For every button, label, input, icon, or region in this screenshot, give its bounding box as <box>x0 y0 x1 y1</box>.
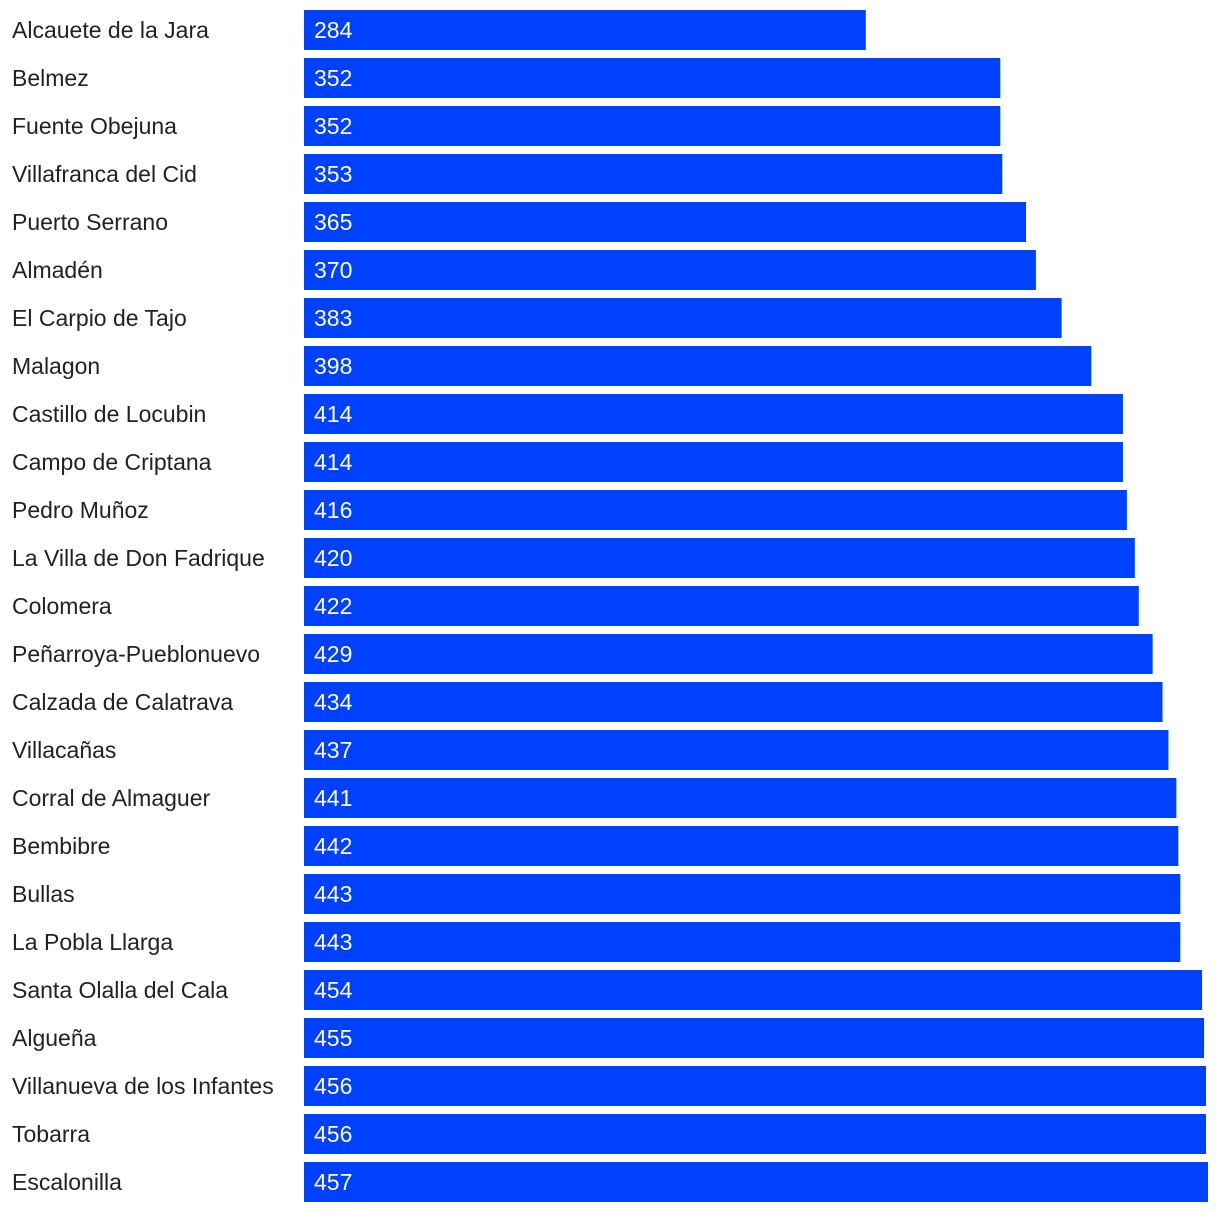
bar-value-label: 455 <box>314 1025 352 1051</box>
category-label: Pedro Muñoz <box>12 497 149 523</box>
bar-value-label: 443 <box>314 929 352 955</box>
category-label: Escalonilla <box>12 1169 122 1195</box>
bar <box>304 202 1027 242</box>
bar-value-label: 352 <box>314 113 352 139</box>
bar-value-label: 414 <box>314 449 353 475</box>
bar <box>304 1018 1205 1058</box>
bar <box>304 394 1123 434</box>
bar-value-label: 398 <box>314 353 352 379</box>
bar <box>304 58 1001 98</box>
category-label: Villacañas <box>12 737 116 763</box>
bar <box>304 154 1003 194</box>
category-label: Alcauete de la Jara <box>12 17 209 43</box>
category-label: Corral de Almaguer <box>12 785 210 811</box>
category-label: Belmez <box>12 65 89 91</box>
bar-value-label: 454 <box>314 977 353 1003</box>
category-label: La Pobla Llarga <box>12 929 173 955</box>
bar <box>304 1162 1208 1202</box>
bar <box>304 682 1163 722</box>
bar-value-label: 383 <box>314 305 352 331</box>
category-label: Bembibre <box>12 833 110 859</box>
bar-value-label: 456 <box>314 1121 352 1147</box>
bar <box>304 778 1177 818</box>
bar <box>304 1114 1207 1154</box>
category-label: Calzada de Calatrava <box>12 689 233 715</box>
bar <box>304 586 1139 626</box>
bar <box>304 1066 1207 1106</box>
bar-value-label: 429 <box>314 641 352 667</box>
bar-value-label: 442 <box>314 833 352 859</box>
category-label: Fuente Obejuna <box>12 113 177 139</box>
bar-value-label: 422 <box>314 593 352 619</box>
bar-value-label: 441 <box>314 785 352 811</box>
category-label: Puerto Serrano <box>12 209 168 235</box>
bar <box>304 730 1169 770</box>
bar <box>304 10 866 50</box>
bar-value-label: 434 <box>314 689 353 715</box>
bar-value-label: 443 <box>314 881 352 907</box>
category-label: El Carpio de Tajo <box>12 305 187 331</box>
bar-value-label: 437 <box>314 737 352 763</box>
chart-rows: Alcauete de la Jara 284 Belmez 352 Fuente Ob… <box>12 10 1208 1202</box>
category-label: Almadén <box>12 257 103 283</box>
category-label: Campo de Criptana <box>12 449 212 475</box>
bar <box>304 874 1181 914</box>
category-label: Villanueva de los Infantes <box>12 1073 274 1099</box>
bar <box>304 346 1092 386</box>
bar-value-label: 365 <box>314 209 352 235</box>
bar-value-label: 370 <box>314 257 352 283</box>
bar <box>304 922 1181 962</box>
category-label: Bullas <box>12 881 75 907</box>
category-label: Colomera <box>12 593 112 619</box>
bar-value-label: 352 <box>314 65 352 91</box>
category-label: Castillo de Locubin <box>12 401 206 427</box>
bar <box>304 490 1127 530</box>
bar <box>304 970 1203 1010</box>
bar <box>304 442 1123 482</box>
category-label: Tobarra <box>12 1121 90 1147</box>
bar <box>304 106 1001 146</box>
bar-value-label: 420 <box>314 545 352 571</box>
category-label: Peñarroya-Pueblonuevo <box>12 641 260 667</box>
bar-value-label: 457 <box>314 1169 352 1195</box>
bar <box>304 538 1135 578</box>
bar <box>304 250 1036 290</box>
category-label: La Villa de Don Fadrique <box>12 545 265 571</box>
bar-value-label: 414 <box>314 401 353 427</box>
bar-value-label: 416 <box>314 497 352 523</box>
bar-value-label: 284 <box>314 17 353 43</box>
category-label: Santa Olalla del Cala <box>12 977 228 1003</box>
bar <box>304 298 1062 338</box>
category-label: Algueña <box>12 1025 97 1051</box>
category-label: Malagon <box>12 353 100 379</box>
bar-value-label: 456 <box>314 1073 352 1099</box>
category-label: Villafranca del Cid <box>12 161 197 187</box>
bar <box>304 826 1179 866</box>
bar <box>304 634 1153 674</box>
bar-value-label: 353 <box>314 161 352 187</box>
